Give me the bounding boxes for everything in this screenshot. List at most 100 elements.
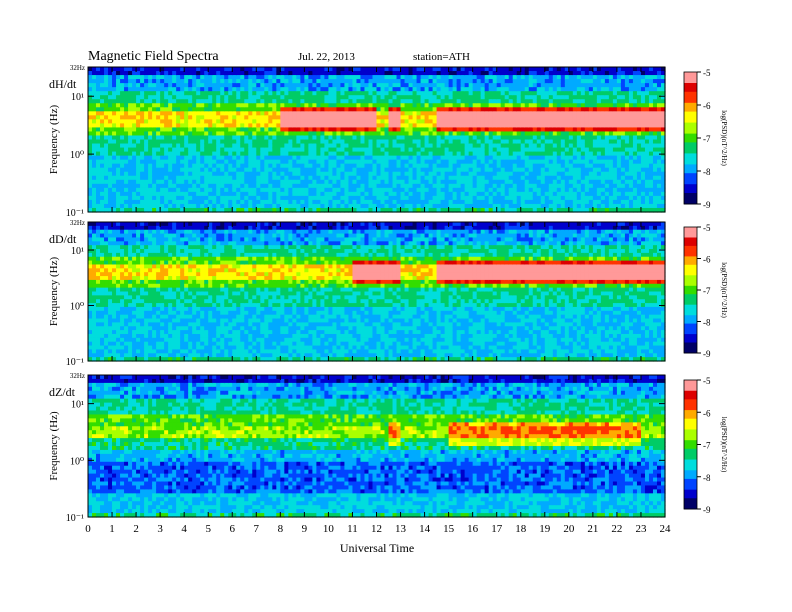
spectrogram-cell: [244, 115, 249, 120]
spectrogram-cell: [484, 179, 490, 185]
spectrogram-cell: [260, 163, 265, 169]
spectrogram-cell: [160, 191, 165, 197]
spectrogram-cell: [340, 99, 346, 104]
spectrogram-cell: [276, 167, 281, 173]
spectrogram-cell: [376, 75, 382, 80]
spectrogram-cell: [448, 87, 454, 92]
spectrogram-cell: [336, 115, 342, 120]
spectrogram-cell: [580, 155, 586, 161]
spectrogram-cell: [576, 143, 582, 149]
spectrogram-cell: [316, 147, 322, 153]
spectrogram-cell: [88, 207, 93, 213]
spectrogram-cell: [592, 207, 598, 213]
spectrogram-cell: [616, 103, 622, 108]
spectrogram-cell: [428, 75, 434, 80]
spectrogram-cell: [204, 167, 209, 173]
spectrogram-cell: [472, 135, 478, 141]
spectrogram-cell: [212, 75, 217, 80]
spectrogram-cell: [408, 71, 414, 76]
spectrogram-cell: [488, 183, 494, 189]
spectrogram-cell: [536, 95, 542, 100]
spectrogram-cell: [320, 115, 326, 120]
spectrogram-cell: [548, 99, 554, 104]
spectrogram-cell: [172, 139, 177, 145]
spectrogram-cell: [228, 139, 233, 145]
spectrogram-cell: [480, 79, 486, 84]
spectrogram-cell: [204, 195, 209, 201]
spectrogram-cell: [288, 131, 293, 137]
spectrogram-cell: [592, 187, 598, 193]
spectrogram-cell: [384, 91, 390, 96]
spectrogram-cell: [164, 71, 169, 76]
spectrogram-cell: [268, 139, 273, 145]
spectrogram-cell: [132, 135, 137, 141]
spectrogram-cell: [480, 131, 486, 137]
spectrogram-cell: [224, 123, 229, 129]
spectrogram-cell: [628, 115, 634, 120]
spectrogram-cell: [404, 131, 410, 137]
spectrogram-cell: [104, 75, 109, 80]
spectrogram-cell: [364, 167, 370, 173]
spectrogram-cell: [236, 67, 241, 72]
spectrogram-cell: [500, 179, 506, 185]
spectrogram-cell: [184, 147, 189, 153]
spectrogram-cell: [320, 131, 326, 137]
spectrogram-cell: [604, 199, 610, 205]
spectrogram-cell: [436, 131, 442, 137]
spectrogram-cell: [288, 103, 293, 108]
spectrogram-cell: [256, 111, 261, 116]
spectrogram-cell: [552, 139, 558, 145]
spectrogram-cell: [480, 191, 486, 197]
spectrogram-cell: [292, 183, 297, 189]
spectrogram-cell: [128, 67, 133, 72]
spectrogram-cell: [496, 147, 502, 153]
spectrogram-cell: [416, 203, 422, 209]
spectrogram-cell: [228, 79, 233, 84]
spectrogram-cell: [360, 179, 366, 185]
spectrogram-cell: [552, 183, 558, 189]
spectrogram-cell: [116, 123, 121, 129]
spectrogram-cell: [424, 159, 430, 165]
spectrogram-cell: [344, 191, 350, 197]
spectrogram-cell: [100, 67, 105, 72]
spectrogram-cell: [436, 67, 442, 72]
spectrogram-cell: [396, 111, 402, 116]
spectrogram-cell: [464, 139, 470, 145]
spectrogram-cell: [364, 83, 370, 88]
spectrogram-cell: [196, 143, 201, 149]
spectrogram-cell: [608, 103, 614, 108]
spectrogram-cell: [192, 203, 197, 209]
spectrogram-cell: [588, 123, 594, 129]
spectrogram-cell: [220, 111, 225, 116]
spectrogram-cell: [160, 71, 165, 76]
spectrogram-cell: [576, 103, 582, 108]
spectrogram-cell: [148, 167, 153, 173]
spectrogram-cell: [332, 139, 338, 145]
spectrogram-cell: [536, 155, 542, 161]
spectrogram-cell: [288, 183, 293, 189]
spectrogram-cell: [452, 139, 458, 145]
spectrogram-cell: [560, 195, 566, 201]
spectrogram-cell: [268, 171, 273, 177]
spectrogram-cell: [292, 179, 297, 185]
spectrogram-cell: [372, 123, 378, 129]
spectrogram-cell: [488, 67, 494, 72]
spectrogram-cell: [436, 187, 442, 193]
spectrogram-cell: [448, 147, 454, 153]
spectrogram-cell: [576, 111, 582, 116]
spectrogram-cell: [248, 95, 253, 100]
spectrogram-cell: [536, 83, 542, 88]
spectrogram-cell: [344, 99, 350, 104]
spectrogram-cell: [312, 139, 317, 145]
spectrogram-cell: [376, 155, 382, 161]
spectrogram-cell: [240, 71, 245, 76]
spectrogram-cell: [492, 191, 498, 197]
spectrogram-cell: [256, 191, 261, 197]
spectrogram-cell: [352, 163, 358, 169]
spectrogram-cell: [404, 175, 410, 181]
spectrogram-cell: [564, 163, 570, 169]
spectrogram-cell: [168, 167, 173, 173]
spectrogram-cell: [496, 119, 502, 124]
spectrogram-cell: [544, 83, 550, 88]
spectrogram-cell: [308, 103, 313, 108]
